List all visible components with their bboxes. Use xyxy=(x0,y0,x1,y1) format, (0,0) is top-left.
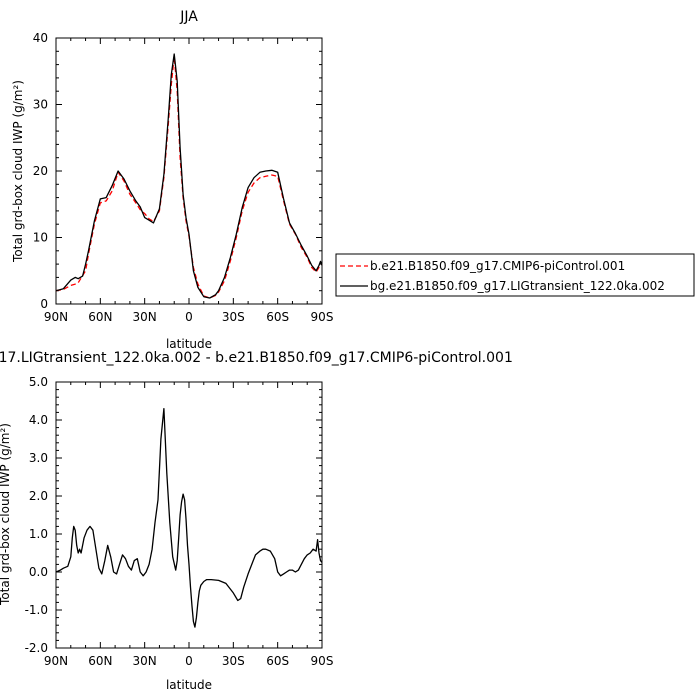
bottom-x-tick-label: 30N xyxy=(133,654,157,668)
bottom-x-tick-label: 90N xyxy=(44,654,68,668)
top-y-tick-label: 30 xyxy=(33,98,48,112)
top-x-axis-label: latitude xyxy=(166,337,212,351)
top-plot-area: 90N 60N 30N 0 30S 60S 90S 0 10 20 30 40 xyxy=(33,31,334,324)
legend: b.e21.B1850.f09_g17.CMIP6-piControl.001b… xyxy=(335,253,695,297)
top-y-tick-label: 40 xyxy=(33,31,48,45)
top-x-tick-label: 0 xyxy=(185,310,193,324)
top-plot-frame xyxy=(55,37,323,305)
top-x-tick-label: 60S xyxy=(266,310,289,324)
top-x-tick-label: 90S xyxy=(311,310,334,324)
bottom-y-tick-label: 3.0 xyxy=(29,451,48,465)
top-x-tick-label: 30N xyxy=(133,310,157,324)
top-y-tick-label: 10 xyxy=(33,231,48,245)
bottom-panel: bg.e21.B1850.f09_g17.LIGtransient_122.0k… xyxy=(0,337,513,692)
bottom-y-tick-label: 1.0 xyxy=(29,527,48,541)
bottom-y-tick-label: 0.0 xyxy=(29,565,48,579)
top-x-tick-label: 60N xyxy=(88,310,112,324)
top-chart-title: JJA xyxy=(179,9,198,25)
bottom-y-tick-label: 5.0 xyxy=(29,375,48,389)
bottom-y-tick-label: 4.0 xyxy=(29,413,48,427)
bottom-x-tick-label: 60S xyxy=(266,654,289,668)
legend-label-1: b.e21.B1850.f09_g17.CMIP6-piControl.001 xyxy=(370,259,625,273)
bottom-y-tick-label: -1.0 xyxy=(25,603,48,617)
bottom-series-line-1 xyxy=(55,407,323,628)
bottom-x-tick-label: 30S xyxy=(222,654,245,668)
top-y-axis-label: Total grd-box cloud IWP (g/m²) xyxy=(11,80,25,263)
bottom-y-tick-label: 2.0 xyxy=(29,489,48,503)
bottom-x-tick-label: 90S xyxy=(311,654,334,668)
bottom-x-tick-label: 0 xyxy=(185,654,193,668)
top-x-tick-label: 90N xyxy=(44,310,68,324)
bottom-y-axis-label: Total grd-box cloud IWP (g/m²) xyxy=(0,423,12,606)
top-y-tick-label: 20 xyxy=(33,164,48,178)
bottom-y-tick-label: -2.0 xyxy=(25,641,48,655)
bottom-plot-area: 90N 60N 30N 0 30S 60S 90S -2.0 -1.0 0.0 1.0 2.0 3.0 4… xyxy=(25,375,334,668)
bottom-x-axis-label: latitude xyxy=(166,678,212,692)
top-panel: JJA 90N 60N 30N 0 30S 60S 90S 0 10 20 30 40 Total g… xyxy=(11,9,695,324)
top-series-line-1 xyxy=(55,55,323,299)
bottom-plot-frame xyxy=(55,381,323,649)
legend-label-2: bg.e21.B1850.f09_g17.LIGtransient_122.0k… xyxy=(370,279,665,293)
top-series-line-2 xyxy=(55,53,323,299)
legend-box xyxy=(335,253,695,297)
top-y-tick-label: 0 xyxy=(40,297,48,311)
bottom-chart-title: bg.e21.B1850.f09_g17.LIGtransient_122.0k… xyxy=(0,350,513,366)
top-x-tick-label: 30S xyxy=(222,310,245,324)
bottom-x-tick-label: 60N xyxy=(88,654,112,668)
